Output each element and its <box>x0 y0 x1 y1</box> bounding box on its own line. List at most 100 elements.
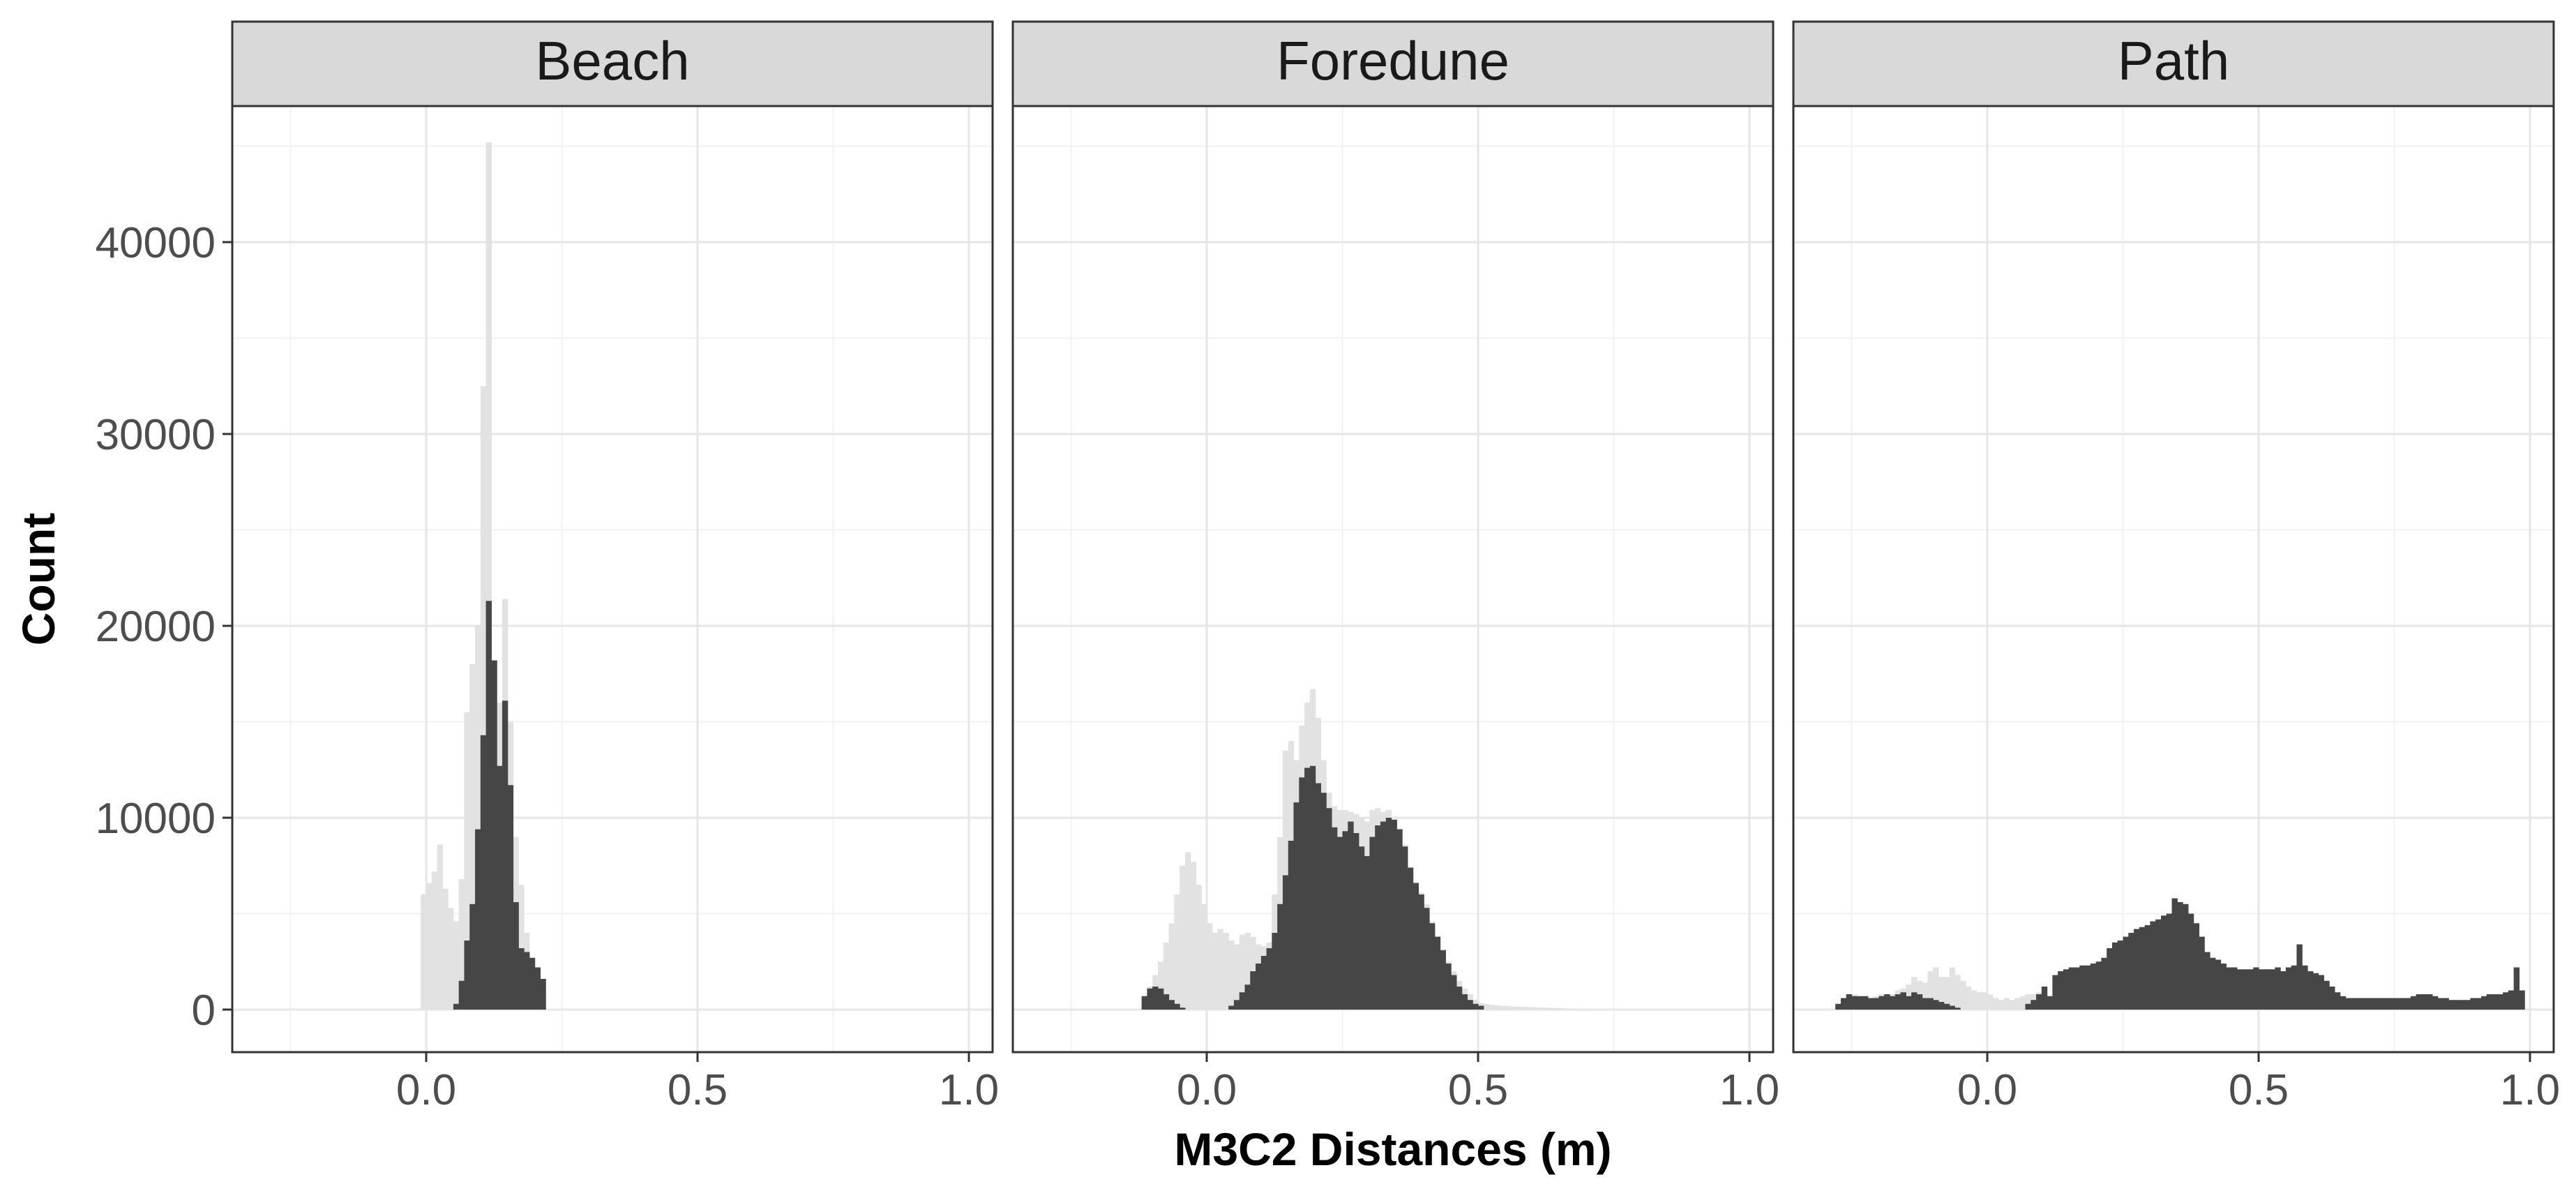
histogram-bar-dark <box>2058 971 2064 1010</box>
histogram-bar-dark <box>1440 950 1446 1010</box>
histogram-bar-light <box>1960 980 1966 1010</box>
histogram-bar-dark <box>1451 975 1457 1010</box>
histogram-bar-dark <box>1336 837 1343 1010</box>
histogram-bar-dark <box>2090 964 2097 1010</box>
histogram-bar-dark <box>1256 964 1262 1010</box>
histogram-bar-dark <box>2068 967 2075 1010</box>
histogram-bar-light <box>480 386 487 1010</box>
histogram-bar-dark <box>1407 867 1414 1010</box>
histogram-bar-light <box>2019 996 2026 1010</box>
histogram-bar-dark <box>1472 1003 1479 1010</box>
histogram-bar-dark <box>2134 929 2140 1010</box>
histogram-bar-dark <box>1293 802 1300 1010</box>
histogram-bar-dark <box>2226 967 2232 1010</box>
histogram-bar-dark <box>2367 998 2373 1010</box>
histogram-bar-dark <box>2253 967 2259 1010</box>
histogram-bar-light <box>1494 1005 1500 1010</box>
histogram-bar-light <box>1532 1007 1539 1010</box>
histogram-bar-dark <box>2356 998 2363 1010</box>
histogram-bar-dark <box>1266 948 1272 1010</box>
histogram-bar-light <box>464 712 470 1010</box>
y-tick-label: 10000 <box>96 795 216 843</box>
histogram-bar-dark <box>1884 994 1890 1010</box>
histogram-bar-dark <box>464 941 470 1010</box>
histogram-bar-dark <box>1342 831 1348 1010</box>
histogram-bar-dark <box>2204 952 2210 1010</box>
x-axis-title: M3C2 Distances (m) <box>1174 1123 1611 1175</box>
histogram-bar-light <box>2025 994 2031 1010</box>
histogram-bar-dark <box>2470 998 2476 1010</box>
histogram-bar-dark <box>1429 923 1436 1010</box>
histogram-bar-dark <box>1846 994 1853 1010</box>
histogram-bar-light <box>1922 982 1929 1010</box>
facet-strip <box>1792 20 2555 107</box>
histogram-bar-dark <box>1916 994 1923 1010</box>
histogram-bar-dark <box>1933 1000 1939 1010</box>
histogram-bar-dark <box>1152 987 1159 1010</box>
histogram-bar-dark <box>540 979 546 1010</box>
histogram-bar-light <box>1976 992 1982 1010</box>
histogram-bar-dark <box>2220 964 2227 1010</box>
histogram-bar-dark <box>1168 1000 1175 1010</box>
histogram-bar-dark <box>1895 994 1901 1010</box>
histogram-bar-light <box>431 871 438 1010</box>
histogram-bar-dark <box>2296 944 2303 1010</box>
y-tick-label: 20000 <box>96 603 216 651</box>
histogram-bar-light <box>1559 1008 1566 1010</box>
histogram-bar-dark <box>2171 898 2178 1010</box>
histogram-bar-dark <box>2513 967 2520 1010</box>
histogram-bar-dark <box>1282 875 1289 1010</box>
histogram-bar-dark <box>2236 969 2243 1010</box>
histogram-bar-dark <box>1938 1002 1945 1010</box>
histogram-bar-dark <box>2209 957 2216 1010</box>
histogram-bar-dark <box>1943 1003 1950 1010</box>
histogram-bar-light <box>1489 1005 1495 1010</box>
histogram-bar-light <box>1505 1006 1512 1010</box>
histogram-bar-light <box>1992 998 1999 1010</box>
panel-background <box>1793 106 2554 1052</box>
histogram-bar-light <box>1244 933 1251 1010</box>
histogram-bar-dark <box>453 1003 460 1010</box>
histogram-bar-light <box>1971 990 1978 1010</box>
histogram-bar-dark <box>2063 969 2070 1010</box>
histogram-bar-dark <box>2123 936 2129 1010</box>
histogram-bar-dark <box>2388 998 2395 1010</box>
histogram-bar-dark <box>2079 965 2086 1010</box>
histogram-bar-dark <box>1911 992 1918 1010</box>
histogram-bar-dark <box>1889 996 1896 1010</box>
histogram-bar-light <box>1217 929 1223 1010</box>
histogram-bar-light <box>1196 885 1202 1010</box>
x-tick-label: 0.0 <box>396 1066 456 1114</box>
histogram-bar-light <box>1233 944 1240 1010</box>
histogram-bar-light <box>469 664 476 1010</box>
histogram-bar-dark <box>1358 846 1365 1010</box>
histogram-bar-dark <box>2454 1000 2460 1010</box>
histogram-bar-light <box>1933 967 1939 1010</box>
histogram-bar-dark <box>491 660 497 1010</box>
histogram-bar-dark <box>1277 904 1283 1010</box>
histogram-bar-light <box>1537 1007 1544 1010</box>
histogram-bar-dark <box>2259 969 2265 1010</box>
histogram-bar-light <box>1157 961 1164 1010</box>
histogram-bar-dark <box>2199 936 2205 1010</box>
histogram-bar-dark <box>2150 921 2156 1010</box>
histogram-bar-dark <box>1163 994 1170 1010</box>
histogram-bar-dark <box>2193 923 2200 1010</box>
histogram-bar-light <box>1954 975 1961 1010</box>
histogram-bar-light <box>1982 992 1988 1010</box>
histogram-bar-light <box>1163 942 1170 1010</box>
histogram-bar-light <box>1223 933 1229 1010</box>
histogram-bar-dark <box>1239 992 1246 1010</box>
histogram-bar-dark <box>1867 998 1874 1010</box>
histogram-bar-dark <box>2378 998 2384 1010</box>
histogram-bar-dark <box>2351 998 2357 1010</box>
histogram-bar-light <box>1527 1007 1533 1010</box>
histogram-bar-light <box>421 894 427 1010</box>
histogram-bar-light <box>437 844 443 1010</box>
histogram-bar-dark <box>2416 994 2422 1010</box>
facet-strip <box>231 20 994 107</box>
histogram-bar-light <box>1965 987 1972 1010</box>
histogram-bar-dark <box>1309 765 1316 1010</box>
histogram-bar-dark <box>513 902 519 1010</box>
histogram-bar-light <box>1483 1003 1490 1010</box>
